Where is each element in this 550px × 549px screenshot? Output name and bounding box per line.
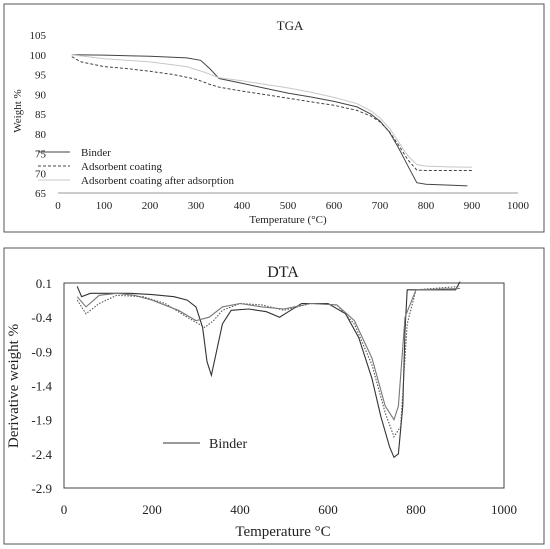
tga-x-tick-label: 1000 [507, 200, 530, 212]
tga-legend-label: Adsorbent coating after adsorption [81, 175, 235, 187]
dta-y-tick-label: -1.9 [31, 413, 52, 428]
tga-x-tick-label: 900 [464, 200, 481, 212]
dta-series-line-1 [76, 281, 461, 459]
tga-y-tick-label: 100 [30, 50, 47, 62]
dta-x-tick-label: 600 [318, 502, 338, 517]
dta-y-tick-label: -0.4 [31, 310, 52, 325]
tga-x-tick-label: 500 [280, 200, 297, 212]
tga-y-tick-label: 90 [35, 89, 47, 101]
tga-x-tick-label: 400 [234, 200, 251, 212]
dta-series-line-2 [76, 285, 461, 439]
dta-title: DTA [267, 264, 299, 281]
tga-x-tick-label: 800 [418, 200, 435, 212]
dta-y-axis-label: Derivative weight % [6, 324, 22, 448]
tga-y-tick-label: 85 [35, 109, 47, 121]
dta-x-tick-label: 200 [142, 502, 162, 517]
dta-chart: DTA Temperature °C Derivative weight % 0… [6, 264, 517, 540]
tga-x-tick-label: 600 [326, 200, 343, 212]
tga-y-tick-label: 65 [35, 188, 47, 200]
dta-legend: Binder [163, 437, 247, 452]
dta-y-tick-label: -1.4 [31, 379, 52, 394]
tga-legend: Binder Adsorbent coating Adsorbent coating… [38, 147, 235, 187]
dta-y-tick-label: -0.9 [31, 344, 52, 359]
tga-y-tick-label: 70 [35, 168, 47, 180]
dta-plot-area [63, 282, 505, 489]
tga-series-line-1 [71, 54, 468, 187]
dta-y-tick-label: 0.1 [36, 276, 52, 291]
dta-panel-frame [3, 247, 545, 545]
tga-x-tick-label: 200 [142, 200, 159, 212]
tga-x-ticks: 0 100 200 300 400 500 600 700 800 900 1000 [55, 200, 529, 212]
tga-y-tick-label: 80 [35, 129, 47, 141]
dta-x-ticks: 0 200 400 600 800 1000 [61, 502, 517, 517]
tga-series-line-3 [71, 54, 473, 168]
tga-x-axis-label: Temperature (°C) [249, 214, 327, 226]
dta-y-tick-label: -2.9 [31, 481, 52, 496]
tga-panel-frame [3, 3, 545, 233]
tga-x-tick-label: 0 [55, 200, 61, 212]
tga-y-axis-label: Weight % [12, 89, 24, 132]
tga-y-tick-label: 95 [35, 70, 47, 82]
tga-y-ticks: 65 70 75 80 85 90 95 100 105 [30, 30, 47, 200]
tga-legend-label: Binder [81, 147, 111, 159]
tga-x-tick-label: 100 [96, 200, 113, 212]
dta-x-tick-label: 1000 [491, 502, 517, 517]
tga-legend-label: Adsorbent coating [81, 161, 162, 173]
tga-title: TGA [277, 18, 304, 33]
dta-x-tick-label: 400 [230, 502, 250, 517]
dta-y-ticks: 0.1 -0.4 -0.9 -1.4 -1.9 -2.4 -2.9 [31, 276, 52, 496]
tga-y-tick-label: 105 [30, 30, 47, 42]
tga-series-group [71, 54, 473, 187]
dta-series-group [76, 281, 461, 459]
dta-x-tick-label: 800 [406, 502, 426, 517]
dta-legend-label: Binder [209, 437, 247, 452]
tga-x-tick-label: 300 [188, 200, 205, 212]
tga-x-tick-label: 700 [372, 200, 389, 212]
dta-x-axis-label: Temperature °C [235, 524, 330, 540]
dta-series-line-3 [76, 287, 461, 421]
tga-y-tick-label: 75 [35, 149, 47, 161]
tga-series-line-2 [71, 56, 472, 171]
tga-chart: TGA Temperature (°C) Weight % 65 70 75 80 85… [12, 18, 530, 226]
dta-y-tick-label: -2.4 [31, 447, 52, 462]
dta-x-tick-label: 0 [61, 502, 68, 517]
